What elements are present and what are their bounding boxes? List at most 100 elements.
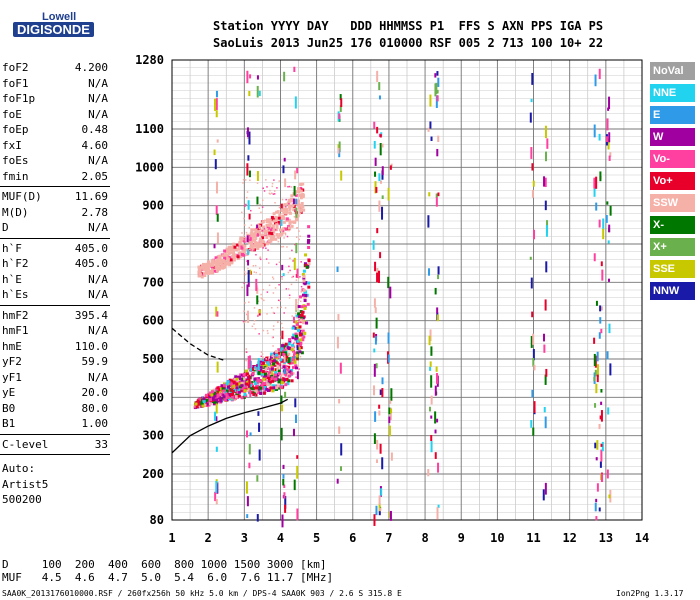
echo-point: [264, 219, 266, 221]
echo-point: [296, 341, 300, 345]
interference-mark: [215, 446, 218, 452]
echo-point: [307, 281, 311, 285]
interference-mark: [378, 511, 381, 516]
echo-point: [285, 205, 287, 208]
param-row-d: D N/A: [2, 220, 108, 235]
echo-point: [263, 382, 267, 386]
echo-point: [290, 372, 294, 376]
echo-point: [301, 193, 305, 197]
echo-point: [290, 361, 294, 365]
echo-point: [262, 247, 264, 249]
interference-mark: [248, 444, 251, 455]
echo-point: [256, 390, 260, 394]
interference-mark: [605, 215, 608, 223]
echo-point: [235, 248, 239, 252]
echo-point: [248, 226, 251, 229]
interference-mark: [389, 286, 392, 299]
interference-mark: [608, 155, 611, 161]
interference-mark: [339, 94, 342, 101]
echo-point: [276, 353, 280, 357]
echo-point: [253, 386, 257, 390]
interference-mark: [430, 346, 433, 356]
interference-mark: [531, 389, 534, 398]
echo-point: [264, 370, 268, 374]
interference-mark: [247, 200, 250, 210]
echo-point: [272, 345, 274, 347]
echo-point: [243, 321, 245, 324]
param-label: h`F: [2, 241, 22, 255]
interference-mark: [608, 494, 611, 499]
interference-mark: [607, 278, 610, 282]
echo-point: [243, 238, 246, 240]
interference-mark: [381, 388, 384, 398]
echo-point: [288, 209, 291, 211]
echo-point: [244, 302, 246, 304]
echo-point: [266, 226, 270, 230]
interference-mark: [378, 410, 381, 416]
echo-point: [224, 392, 228, 396]
echo-point: [282, 379, 286, 383]
echo-point: [284, 307, 287, 309]
interference-mark: [374, 336, 377, 345]
echo-point: [290, 186, 293, 188]
interference-mark: [381, 166, 384, 176]
echo-point: [245, 351, 247, 353]
echo-point: [279, 373, 283, 377]
param-value: 59.9: [81, 355, 109, 368]
echo-point: [243, 224, 246, 226]
panel-divider: [0, 186, 110, 187]
echo-point: [268, 360, 272, 364]
echo-point: [303, 306, 307, 310]
param-label: hmF1: [2, 324, 29, 337]
interference-mark: [378, 502, 381, 513]
echo-point: [232, 250, 236, 254]
echo-point: [267, 262, 270, 264]
echo-point: [208, 402, 212, 406]
echo-point: [291, 345, 295, 349]
echo-point: [262, 329, 265, 332]
interference-mark: [338, 426, 341, 434]
echo-point: [242, 395, 246, 399]
param-label: foF1p: [2, 92, 36, 105]
echo-point: [238, 377, 242, 381]
echo-point: [273, 312, 276, 315]
echo-point: [268, 234, 272, 238]
interference-mark: [595, 516, 598, 521]
interference-mark: [280, 395, 283, 405]
interference-mark: [295, 298, 298, 311]
echo-point: [272, 362, 276, 366]
echo-point: [202, 397, 206, 401]
interference-mark: [295, 242, 298, 254]
echo-point: [299, 355, 302, 358]
echo-point: [296, 326, 300, 330]
echo-point: [253, 377, 257, 381]
interference-mark: [339, 362, 342, 374]
param-label: fxI: [2, 138, 22, 152]
echo-point: [248, 237, 252, 241]
echo-point: [289, 220, 293, 224]
echo-point: [275, 223, 277, 226]
interference-mark: [600, 261, 603, 267]
echo-point: [242, 240, 245, 242]
echo-point: [277, 365, 280, 367]
echo-point: [305, 265, 309, 269]
echo-point: [225, 387, 229, 391]
interference-mark: [292, 428, 295, 437]
echo-point: [271, 227, 273, 230]
echo-point: [227, 255, 231, 259]
interference-mark: [339, 105, 342, 112]
interference-mark: [337, 147, 340, 154]
x-tick-label: 3: [241, 531, 248, 545]
echo-point: [279, 358, 283, 362]
echo-point: [271, 226, 275, 230]
echo-point: [255, 271, 258, 274]
echo-point: [290, 283, 293, 286]
echo-point: [255, 238, 257, 241]
echo-point: [297, 354, 300, 356]
echo-point: [245, 203, 247, 206]
interference-mark: [249, 74, 252, 79]
interference-mark: [594, 502, 597, 512]
interference-mark: [390, 408, 393, 414]
echo-point: [244, 385, 248, 389]
echo-point: [231, 256, 235, 260]
